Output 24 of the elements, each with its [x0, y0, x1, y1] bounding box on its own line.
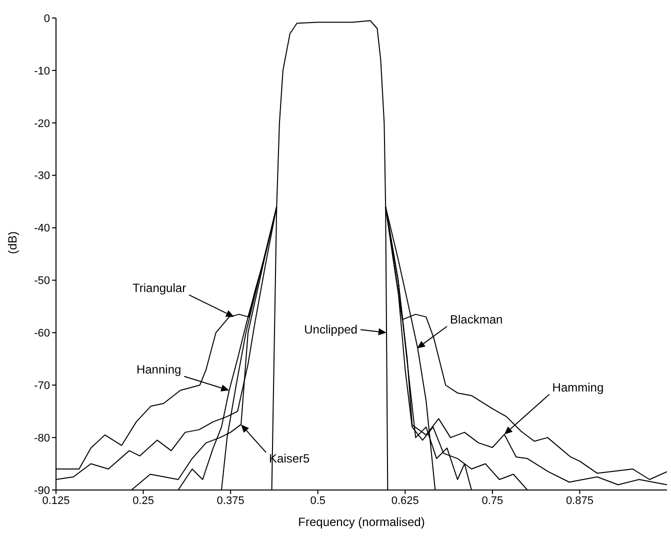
y-tick-label: -80: [34, 432, 50, 444]
x-tick-label: 0.875: [566, 494, 594, 507]
x-tick-label: 0.25: [132, 494, 154, 507]
y-tick-label: -40: [34, 222, 50, 235]
y-tick-label: 0: [44, 12, 50, 25]
x-tick-label: 0.625: [391, 494, 419, 507]
y-axis-title: (dB): [5, 231, 20, 254]
annotation: Hanning: [136, 362, 182, 376]
x-tick-label: 0.5: [310, 494, 326, 507]
annotation: Triangular: [132, 280, 186, 295]
y-tick-label: -60: [34, 328, 50, 340]
y-tick-label: -70: [34, 380, 50, 392]
x-tick-label: 0.125: [42, 494, 70, 507]
x-axis-title: Frequency (normalised): [298, 515, 425, 529]
y-tick-label: -10: [34, 65, 50, 78]
annotation: Unclipped: [304, 322, 358, 337]
x-tick-label: 0.75: [482, 494, 504, 507]
annotation: Blackman: [450, 312, 503, 326]
y-tick-label: -90: [34, 484, 50, 497]
x-tick-label: 0.375: [216, 494, 244, 507]
y-tick-label: -50: [34, 275, 50, 288]
annotation: Hamming: [552, 380, 604, 394]
y-tick-label: -20: [34, 118, 50, 130]
y-tick-label: -30: [34, 170, 50, 182]
